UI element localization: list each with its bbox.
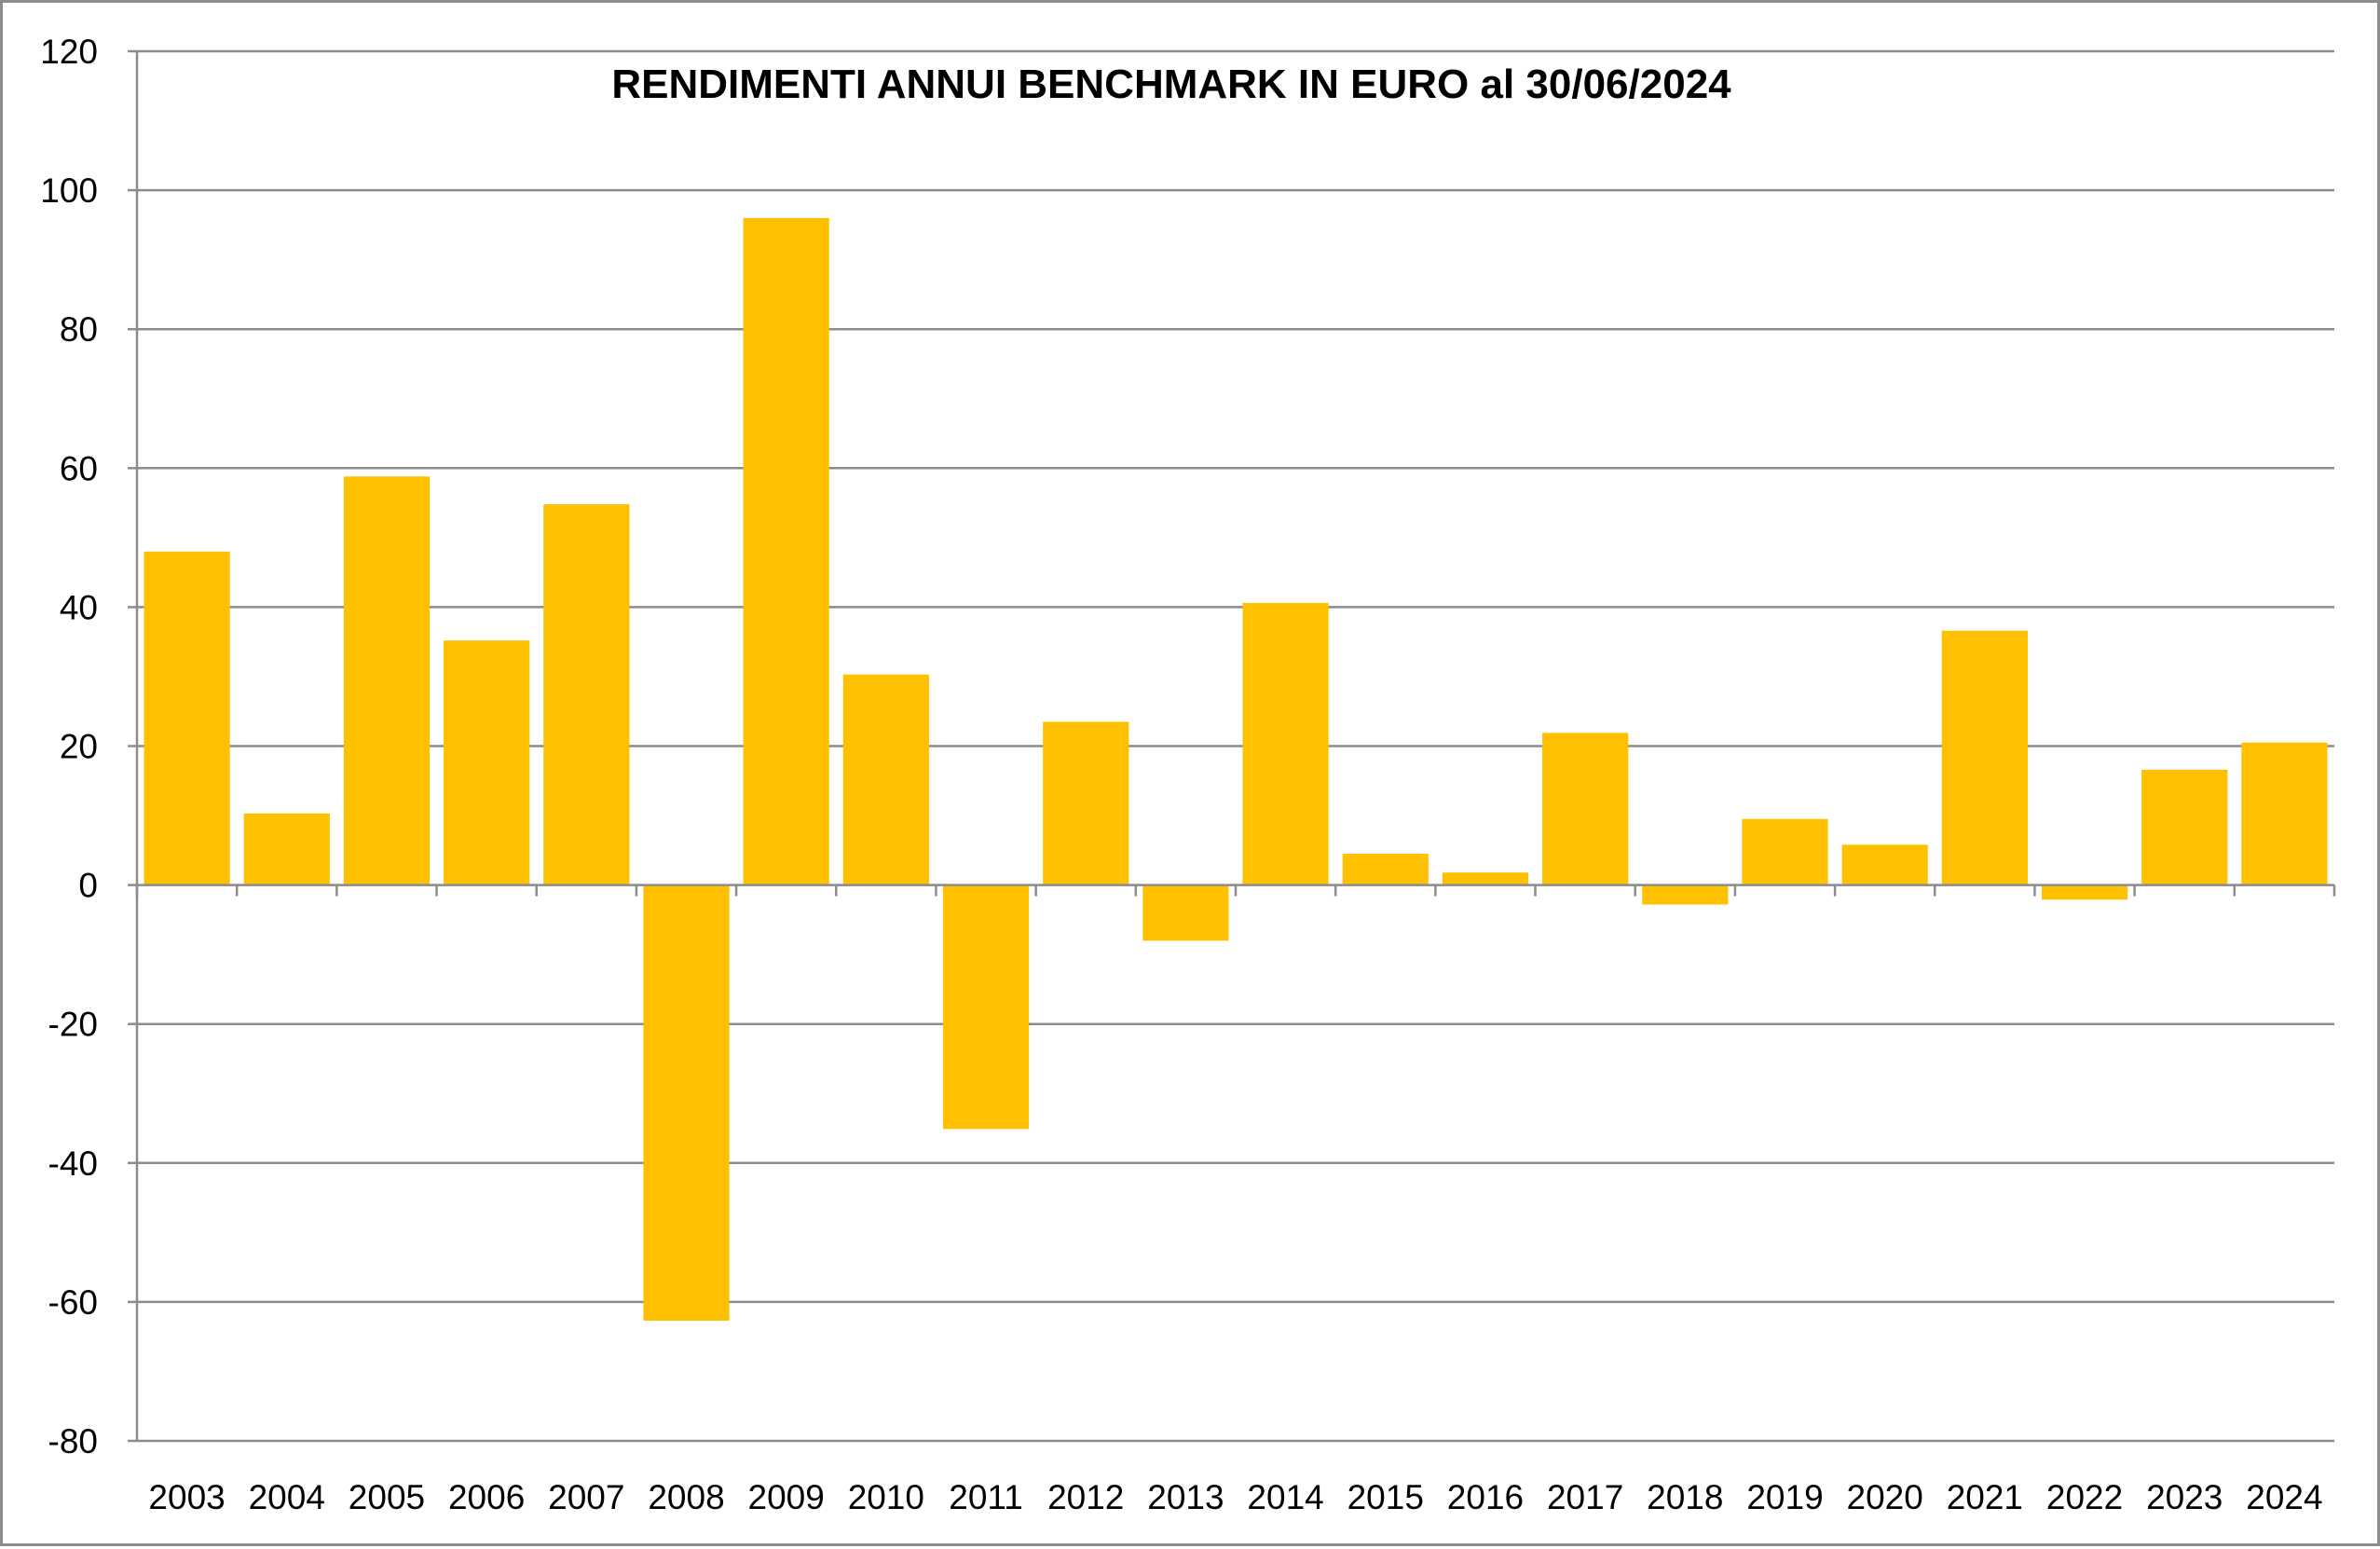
bar-2016 [1442, 872, 1529, 885]
bar-2004 [243, 813, 330, 885]
x-tick-label: 2010 [848, 1478, 924, 1516]
x-tick-label: 2015 [1347, 1478, 1424, 1516]
bar-2005 [343, 476, 431, 885]
x-tick-label: 2009 [748, 1478, 825, 1516]
bar-2022 [2041, 884, 2128, 900]
x-tick-label: 2024 [2246, 1478, 2322, 1516]
x-tick-label: 2006 [448, 1478, 525, 1516]
x-tick-label: 2004 [249, 1478, 325, 1516]
x-tick-label: 2023 [2146, 1478, 2223, 1516]
x-tick-label: 2005 [349, 1478, 425, 1516]
y-tick-label: 60 [60, 449, 98, 487]
y-tick-label: 40 [60, 588, 98, 626]
bar-2023 [2141, 769, 2228, 885]
bar-2007 [543, 504, 630, 885]
y-tick-label: -80 [48, 1422, 98, 1460]
x-tick-label: 2021 [1947, 1478, 2023, 1516]
y-tick-labels: 120 100 80 60 40 20 0 -20 -40 -60 -80 [40, 33, 98, 1460]
bar-2017 [1542, 733, 1629, 885]
bar-2011 [942, 884, 1030, 1130]
bar-2008 [643, 884, 730, 1322]
bar-2024 [2241, 742, 2328, 885]
y-tick-label: -20 [48, 1006, 98, 1044]
x-tick-label: 2020 [1847, 1478, 1923, 1516]
bar-2013 [1142, 884, 1229, 941]
x-tick-label: 2008 [648, 1478, 724, 1516]
x-tick-label: 2007 [548, 1478, 624, 1516]
bar-2003 [144, 551, 230, 885]
chart-title: RENDIMENTI ANNUI BENCHMARK IN EURO al 30… [611, 62, 1731, 107]
bar-2021 [1941, 630, 2028, 885]
x-tick-label: 2022 [2046, 1478, 2123, 1516]
bar-2014 [1242, 602, 1329, 885]
bar-2006 [444, 640, 530, 885]
x-tick-label: 2017 [1547, 1478, 1623, 1516]
y-tick-label: 120 [40, 33, 98, 71]
axes [128, 49, 2336, 1443]
bars [144, 217, 2328, 1322]
y-tick-label: -40 [48, 1145, 98, 1183]
x-tick-label: 2013 [1147, 1478, 1224, 1516]
x-tick-labels: 2003 2004 2005 2006 2007 2008 2009 2010 2011 2012… [148, 1478, 2322, 1516]
x-tick-label: 2016 [1447, 1478, 1524, 1516]
bar-2009 [743, 217, 829, 885]
y-tick-label: 0 [78, 867, 98, 905]
bar-2019 [1742, 818, 1828, 885]
y-tick-label: -60 [48, 1283, 98, 1322]
x-tick-label: 2019 [1746, 1478, 1823, 1516]
x-tick-label: 2014 [1247, 1478, 1323, 1516]
y-tick-label: 100 [40, 171, 98, 210]
y-tick-label: 20 [60, 728, 98, 766]
bar-2015 [1342, 854, 1429, 885]
x-tick-label: 2011 [949, 1478, 1023, 1516]
bar-2010 [842, 674, 929, 885]
bar-2012 [1043, 721, 1129, 885]
x-tick-label: 2003 [148, 1478, 225, 1516]
y-tick-label: 80 [60, 310, 98, 349]
bar-chart: 120 100 80 60 40 20 0 -20 -40 -60 -80 2003 2004 2005… [40, 33, 2336, 1516]
x-tick-label: 2018 [1647, 1478, 1723, 1516]
bar-2018 [1642, 884, 1729, 905]
x-tick-label: 2012 [1047, 1478, 1124, 1516]
bar-2020 [1841, 844, 1928, 885]
